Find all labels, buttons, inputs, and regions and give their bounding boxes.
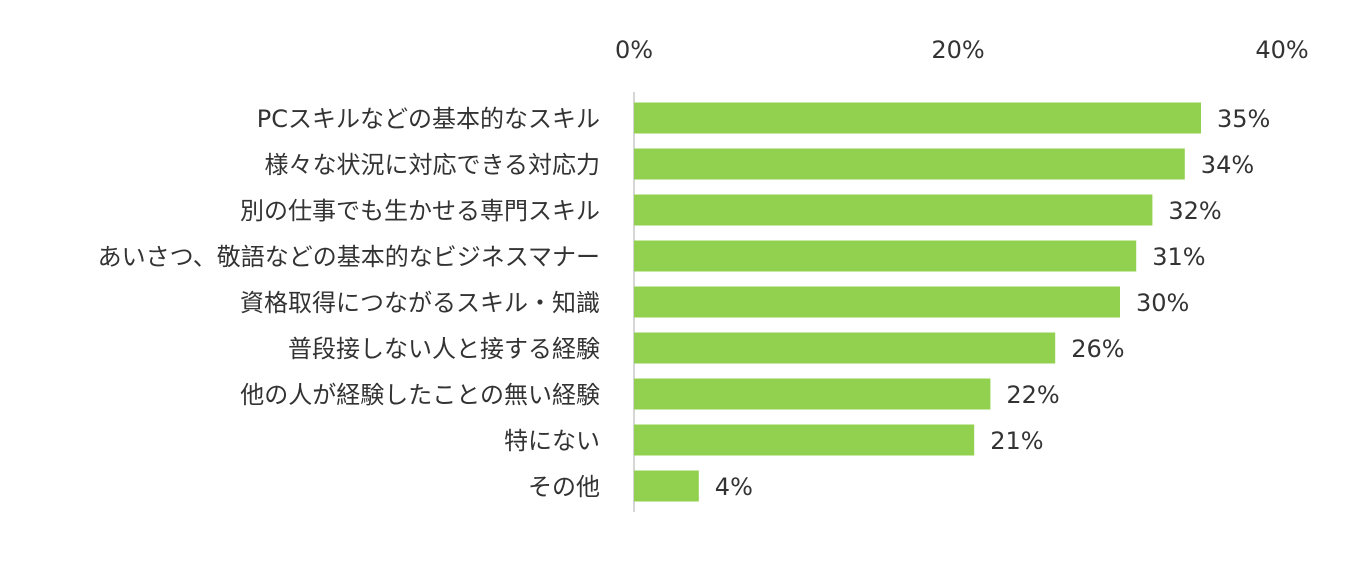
category-label-2: 様々な状況に対応できる対応力	[264, 151, 600, 179]
category-label-5: 資格取得につながるスキル・知識	[240, 289, 600, 317]
value-label-8: 21%	[990, 427, 1043, 455]
x-axis-ticks: 0% 20% 40%	[615, 36, 1309, 64]
bar-7	[634, 378, 991, 410]
bar-1	[634, 102, 1201, 134]
bar-8	[634, 424, 975, 456]
value-label-5: 30%	[1136, 289, 1189, 317]
bar-9	[634, 470, 699, 502]
value-label-9: 4%	[715, 473, 753, 501]
value-label-7: 22%	[1006, 381, 1059, 409]
category-label-8: 特にない	[504, 427, 600, 455]
category-label-6: 普段接しない人と接する経験	[288, 335, 600, 363]
category-label-9: その他	[528, 473, 600, 501]
bars	[634, 102, 1201, 502]
bar-4	[634, 240, 1137, 272]
value-labels: 35% 34% 32% 31% 30% 26% 22% 21% 4%	[715, 105, 1271, 501]
x-tick-label-40: 40%	[1255, 36, 1308, 64]
value-label-6: 26%	[1071, 335, 1124, 363]
category-labels: PCスキルなどの基本的なスキル様々な状況に対応できる対応力別の仕事でも生かせる専…	[98, 105, 600, 501]
value-label-1: 35%	[1217, 105, 1270, 133]
category-label-4: あいさつ、敬語などの基本的なビジネスマナー	[98, 243, 600, 271]
x-tick-label-20: 20%	[931, 36, 984, 64]
category-label-1: PCスキルなどの基本的なスキル	[257, 105, 600, 133]
bar-5	[634, 286, 1120, 318]
bar-2	[634, 148, 1185, 180]
value-label-4: 31%	[1152, 243, 1205, 271]
x-tick-label-0: 0%	[615, 36, 653, 64]
category-label-7: 他の人が経験したことの無い経験	[240, 381, 600, 409]
value-label-2: 34%	[1201, 151, 1254, 179]
category-label-3: 別の仕事でも生かせる専門スキル	[240, 197, 600, 225]
value-label-3: 32%	[1168, 197, 1221, 225]
bar-6	[634, 332, 1056, 364]
bar-3	[634, 194, 1153, 226]
